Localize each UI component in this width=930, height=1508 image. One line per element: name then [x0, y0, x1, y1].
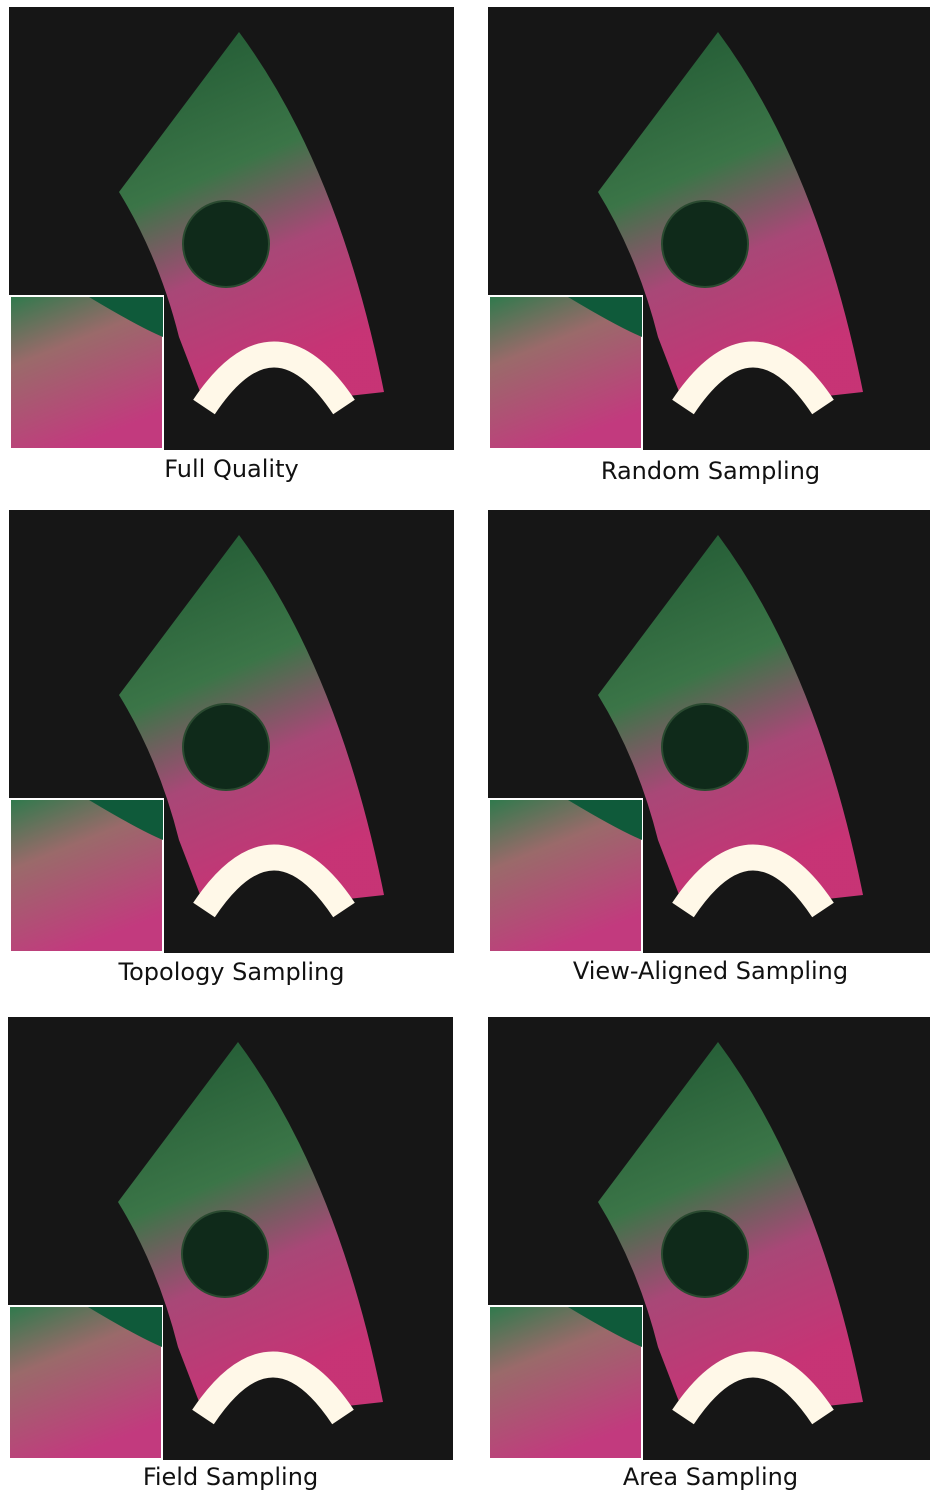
caption: Random Sampling: [488, 457, 930, 485]
caption: Topology Sampling: [9, 958, 454, 986]
caption: Field Sampling: [8, 1463, 453, 1491]
rendering-image: [9, 7, 454, 450]
caption: Area Sampling: [488, 1463, 930, 1491]
rendering-image: [488, 1017, 930, 1460]
rendering-image: [488, 510, 930, 953]
rendering-image: [9, 510, 454, 953]
caption: Full Quality: [9, 455, 454, 483]
caption: View-Aligned Sampling: [488, 957, 930, 985]
figure: Full Quality Random Sampling: [0, 0, 930, 1508]
rendering-image: [8, 1017, 453, 1460]
rendering-image: [488, 7, 930, 450]
